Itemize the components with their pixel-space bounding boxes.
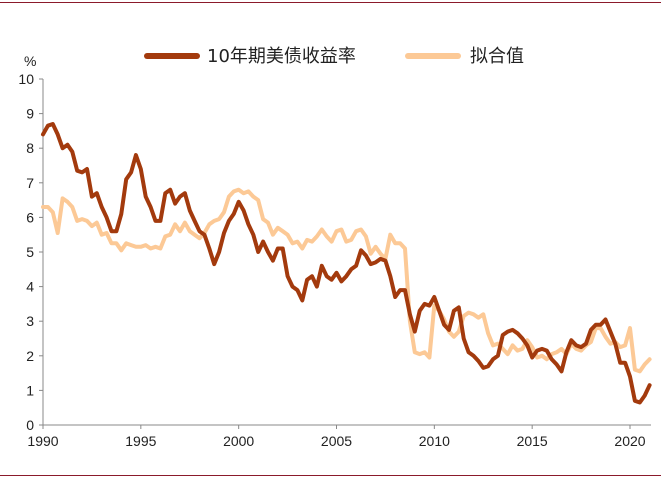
series-layer <box>41 122 652 405</box>
y-tick-label: 2 <box>26 348 34 364</box>
x-tick-label: 2000 <box>223 433 254 449</box>
top-border <box>0 2 661 3</box>
y-tick-label: 4 <box>26 279 34 295</box>
series-line-fitted <box>41 187 652 374</box>
x-tick-label: 2010 <box>419 433 450 449</box>
legend-label-10y-yield: 10年期美债收益率 <box>207 46 356 67</box>
y-tick-label: 5 <box>26 244 34 260</box>
y-tick-label: 10 <box>18 71 34 87</box>
series-line-10y-yield <box>41 122 652 405</box>
x-tick-label: 2020 <box>614 433 645 449</box>
y-tick-label: 6 <box>26 209 34 225</box>
x-tick-label: 1995 <box>125 433 156 449</box>
legend-label-fitted: 拟合值 <box>470 46 524 67</box>
x-tick-label: 2005 <box>321 433 352 449</box>
y-tick-label: 0 <box>26 417 34 433</box>
y-tick-label: 8 <box>26 140 34 156</box>
y-tick-label: 9 <box>26 106 34 122</box>
y-unit-label: % <box>24 53 36 69</box>
axes: 0 1 2 3 4 5 6 7 8 9 10 1990 1995 2000 2005 2010 2015 2020 <box>18 71 651 449</box>
y-tick-label: 1 <box>26 382 34 398</box>
bottom-border <box>0 475 661 476</box>
y-tick-label: 3 <box>26 313 34 329</box>
y-tick-label: 7 <box>26 175 34 191</box>
x-tick-label: 1990 <box>27 433 58 449</box>
x-tick-label: 2015 <box>517 433 548 449</box>
legend: 10年期美债收益率 拟合值 <box>144 46 524 67</box>
